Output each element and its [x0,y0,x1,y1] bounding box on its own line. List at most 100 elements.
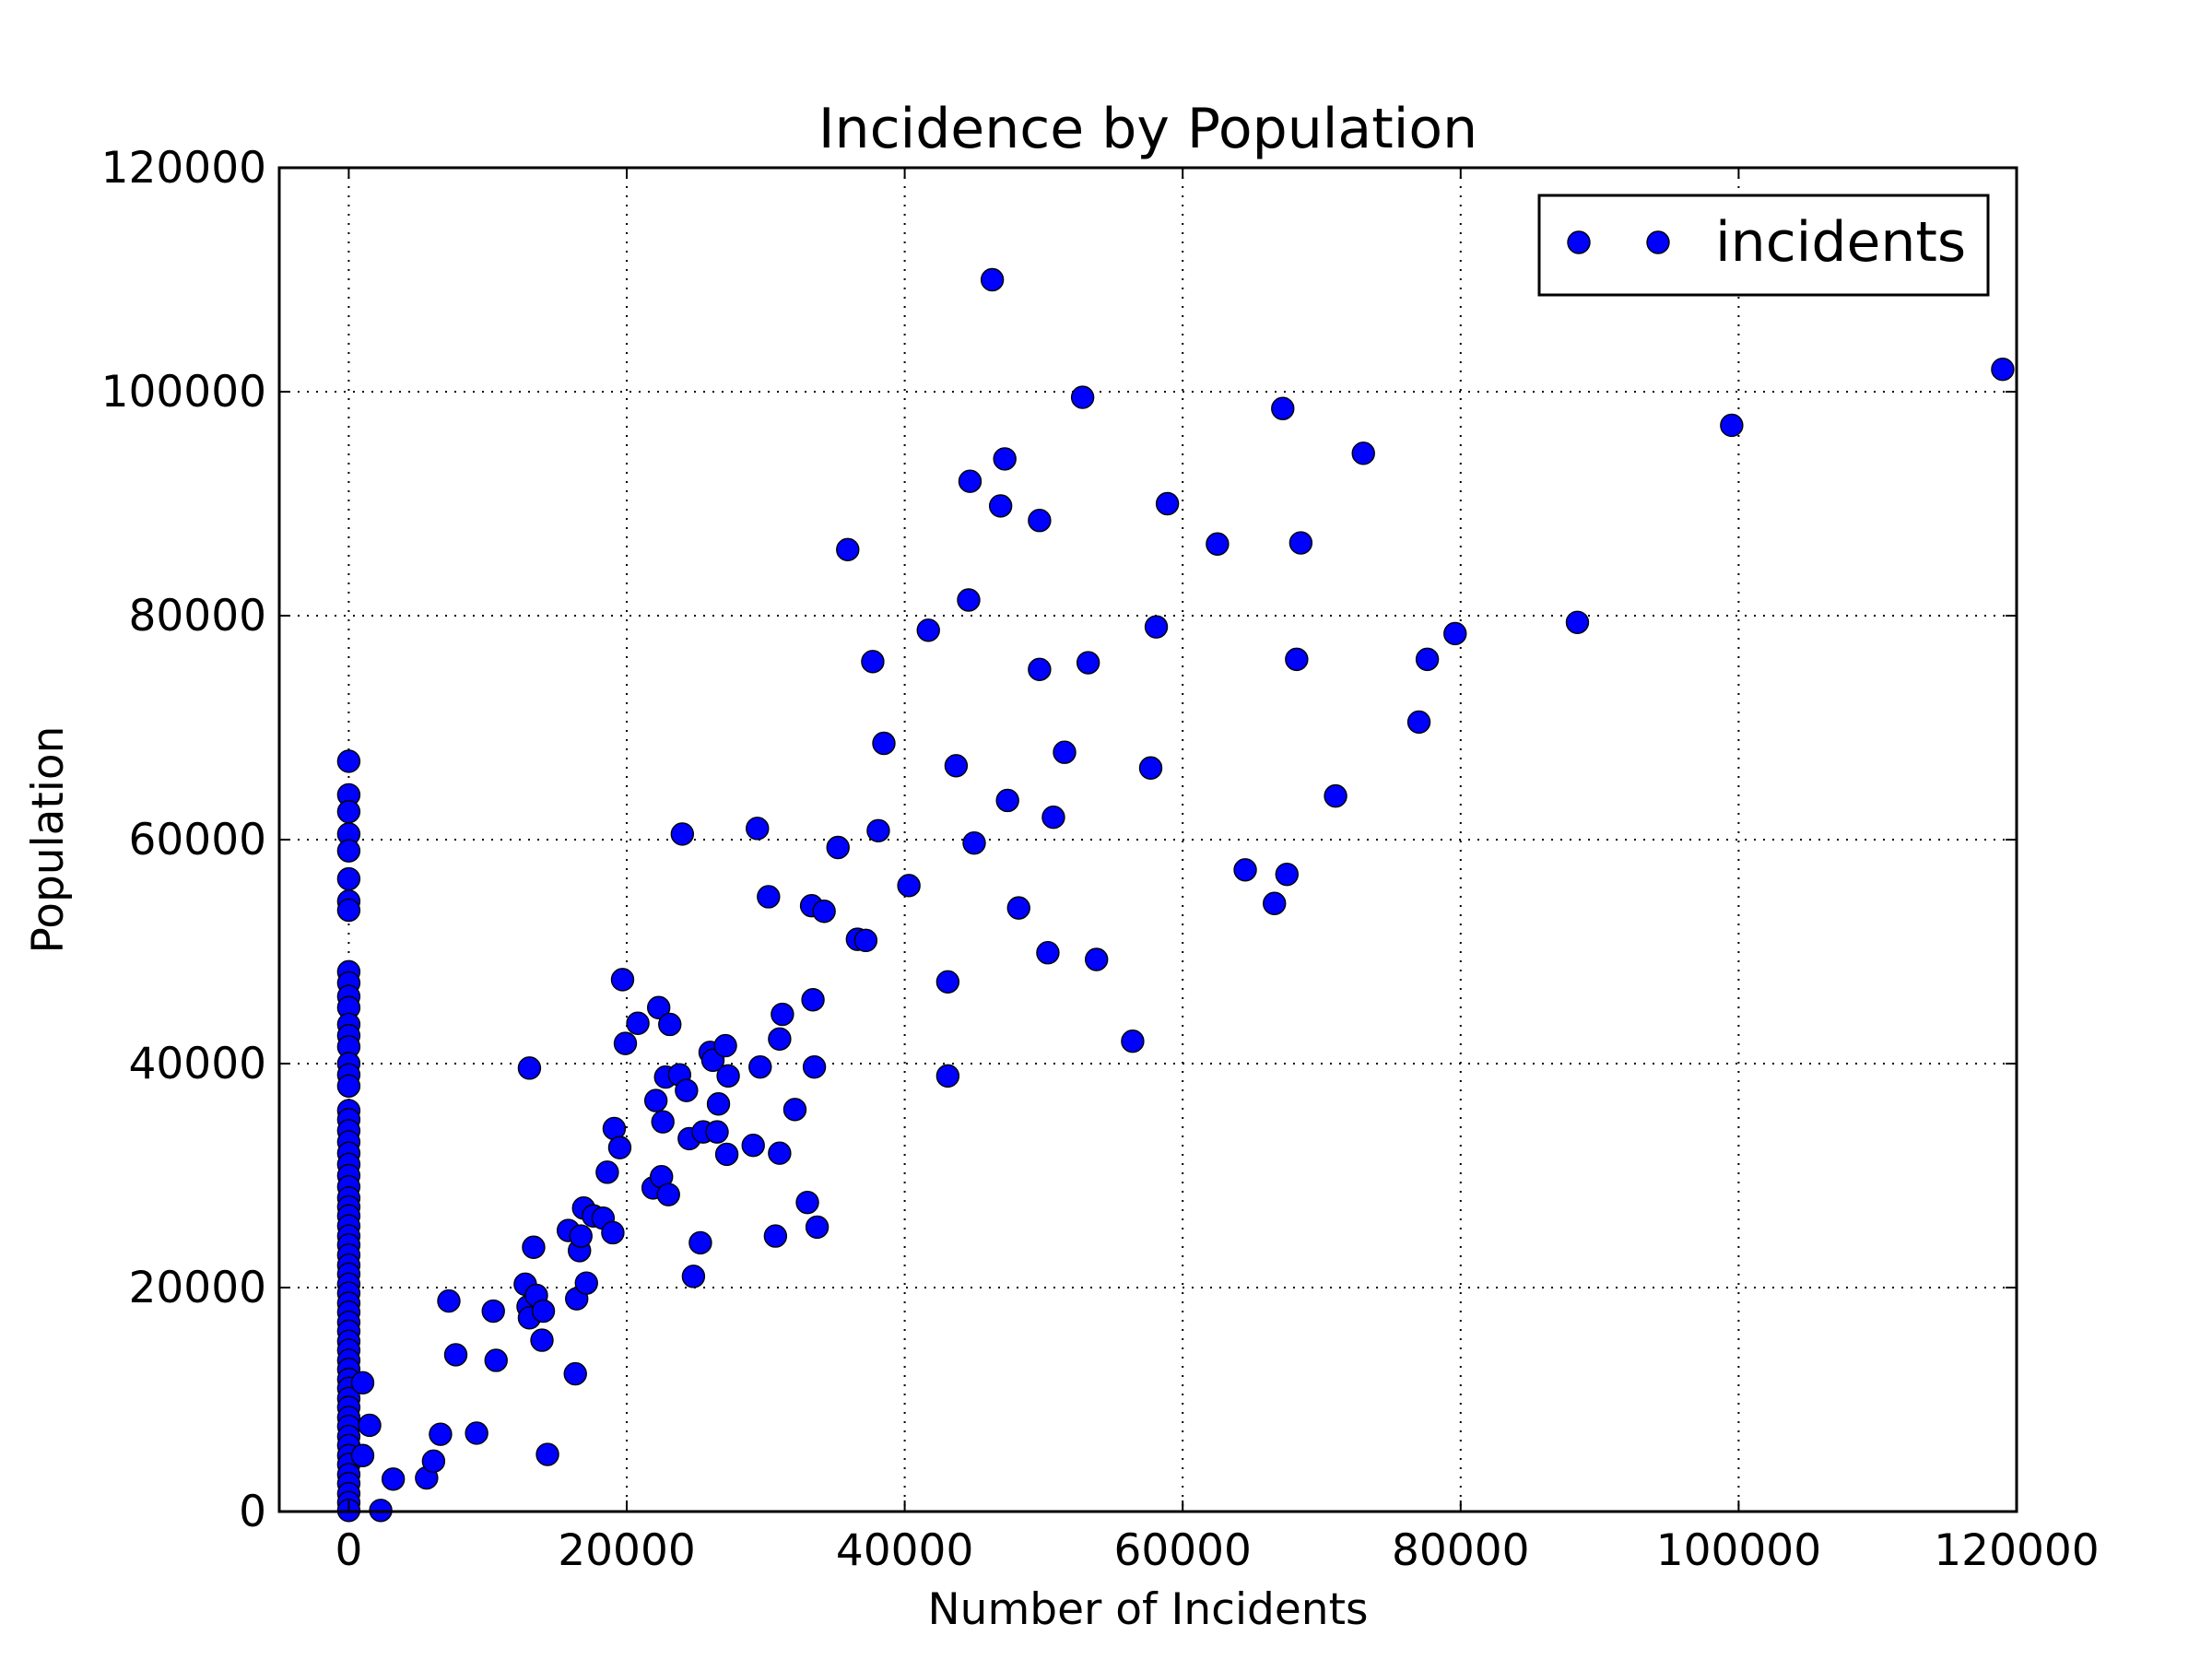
data-point [517,1056,542,1080]
axis-ticks: 0 20000 40000 60000 80000 100000 120000 0 20000 4… [101,143,2100,1576]
data-point [381,1467,406,1491]
legend-box [1537,194,1990,297]
data-point [1006,896,1030,920]
data-point [1991,358,2015,382]
data-point [706,1092,731,1116]
data-point [675,1078,699,1102]
data-point [1443,621,1467,646]
data-point [866,818,890,842]
data-point [812,900,836,924]
y-tick-label: 20000 [128,1263,266,1313]
y-tick-label: 120000 [101,143,266,194]
y-tick-label: 60000 [128,815,266,865]
data-point [574,1271,598,1295]
data-point [569,1224,593,1248]
data-point [1070,385,1095,409]
data-point [1565,610,1590,634]
y-tick-label: 80000 [128,591,266,641]
data-point [563,1361,587,1386]
data-point [336,839,361,863]
data-point [1233,858,1257,882]
y-tick-label: 40000 [128,1039,266,1089]
data-point [853,928,878,953]
x-tick-label: 120000 [1934,1525,2099,1576]
data-point [350,1371,375,1394]
data-point [980,267,1005,292]
data-point [429,1422,453,1446]
y-tick-label: 0 [239,1487,266,1537]
x-tick-label: 60000 [1113,1525,1252,1576]
data-point [1155,491,1180,516]
data-point [782,1098,807,1122]
data-point [1144,615,1169,639]
data-point [716,1064,740,1088]
data-point [897,874,921,898]
data-point [613,1031,638,1055]
data-point [771,1002,794,1027]
data-point [481,1299,505,1324]
data-point [805,1215,830,1240]
x-tick-label: 0 [335,1525,362,1576]
data-point [1076,651,1100,675]
data-point [1121,1029,1145,1053]
data-point [1206,532,1230,556]
data-point [1275,862,1300,887]
data-point [741,1133,765,1158]
legend-marker [1646,230,1670,254]
data-point [714,1142,739,1167]
data-point [1406,710,1431,735]
data-point [748,1054,772,1079]
legend-marker [1567,230,1591,254]
data-point [958,469,982,493]
data-point [1138,756,1163,780]
data-point [531,1299,556,1324]
data-point [1324,783,1347,808]
data-point [872,731,896,756]
x-tick-label: 20000 [558,1525,696,1576]
data-point [1351,441,1375,465]
data-point [421,1449,446,1474]
data-point [336,799,361,824]
legend: incidents [1537,194,1990,297]
data-point [763,1224,788,1248]
data-point [1285,647,1309,672]
data-point [826,835,850,860]
legend-label: incidents [1715,210,1966,275]
data-point [336,749,361,773]
data-point [651,1110,675,1134]
data-point [916,618,940,642]
data-point [535,1442,559,1466]
data-point [336,1074,361,1099]
data-point [670,822,695,846]
x-axis-label: Number of Incidents [928,1584,1369,1635]
data-point [658,1012,682,1037]
data-point [1720,413,1744,438]
data-point [646,995,671,1019]
x-tick-label: 40000 [836,1525,974,1576]
data-point [610,968,635,992]
data-point [1288,531,1313,555]
data-point [746,817,770,841]
data-point [768,1027,792,1051]
data-point [1263,891,1287,915]
data-point [336,898,361,923]
data-point [484,1348,508,1372]
data-point [944,754,969,778]
data-point [688,1230,712,1255]
data-point [626,1011,650,1035]
data-point [801,988,825,1012]
y-axis-label: Population [23,726,74,954]
data-point [795,1190,819,1215]
data-point [993,447,1017,471]
x-tick-label: 100000 [1656,1525,1821,1576]
data-point [861,650,885,674]
data-point [768,1141,792,1165]
data-point [1036,941,1060,965]
data-point [757,885,781,909]
data-point [443,1343,468,1367]
data-point [465,1421,488,1445]
data-point [607,1135,632,1159]
data-point [1041,806,1065,830]
chart-title: Incidence by Population [818,97,1477,161]
